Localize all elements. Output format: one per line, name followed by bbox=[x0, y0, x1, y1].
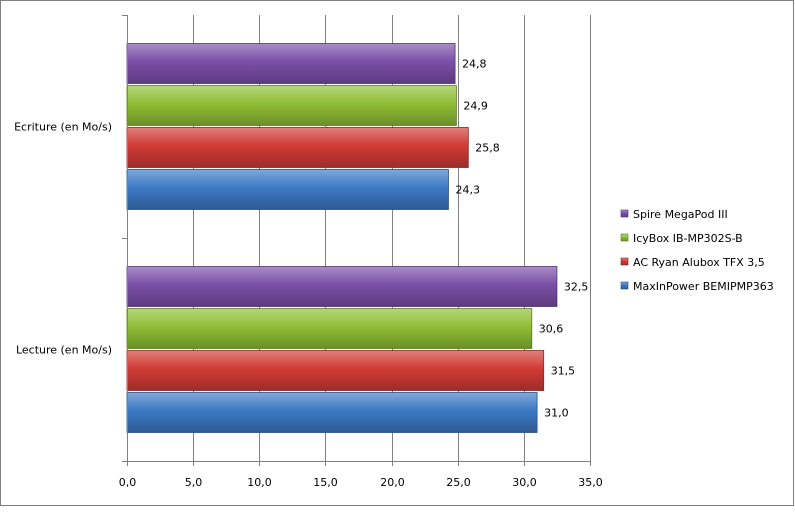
data-labels: 24,8 24,9 25,8 24,3 32,5 30,6 31,5 31,0 bbox=[455, 58, 588, 420]
bar-lecture-0 bbox=[126, 266, 558, 307]
bar-ecriture-3 bbox=[126, 169, 449, 210]
legend-swatch bbox=[620, 233, 629, 242]
bar-lecture-3 bbox=[126, 392, 538, 433]
x-tick-label: 30,0 bbox=[512, 476, 537, 489]
axes: Ecriture (en Mo/s) Lecture (en Mo/s) 0,0 5,… bbox=[14, 15, 603, 489]
bar-ecriture-2 bbox=[126, 127, 469, 168]
bar-ecriture-0 bbox=[126, 43, 456, 84]
data-label: 30,6 bbox=[539, 323, 564, 336]
bar-lecture-1 bbox=[126, 308, 533, 349]
data-label: 32,5 bbox=[564, 281, 589, 294]
bar-ecriture-1 bbox=[126, 85, 457, 126]
data-label: 31,0 bbox=[544, 407, 569, 420]
x-tick-label: 15,0 bbox=[313, 476, 338, 489]
legend-label: MaxInPower BEMIPMP363 bbox=[633, 280, 774, 293]
x-tick-label: 35,0 bbox=[578, 476, 603, 489]
data-label: 25,8 bbox=[475, 142, 500, 155]
bar-lecture-2 bbox=[126, 350, 545, 391]
legend: Spire MegaPod III IcyBox IB-MP302S-B AC Ry… bbox=[620, 208, 774, 293]
x-tick-label: 5,0 bbox=[185, 476, 203, 489]
data-label: 24,3 bbox=[455, 184, 480, 197]
x-tick-label: 10,0 bbox=[247, 476, 272, 489]
legend-label: IcyBox IB-MP302S-B bbox=[633, 232, 743, 245]
legend-swatch bbox=[620, 257, 629, 266]
data-label: 31,5 bbox=[551, 365, 576, 378]
bars bbox=[126, 43, 558, 433]
category-label: Lecture (en Mo/s) bbox=[16, 344, 112, 357]
legend-swatch bbox=[620, 281, 629, 290]
category-label: Ecriture (en Mo/s) bbox=[14, 121, 112, 134]
x-tick-label: 25,0 bbox=[446, 476, 471, 489]
data-label: 24,8 bbox=[462, 58, 487, 71]
legend-label: Spire MegaPod III bbox=[633, 208, 728, 221]
x-tick-label: 20,0 bbox=[380, 476, 405, 489]
x-tick-label: 0,0 bbox=[119, 476, 137, 489]
legend-swatch bbox=[620, 209, 629, 218]
data-label: 24,9 bbox=[463, 100, 488, 113]
legend-label: AC Ryan Alubox TFX 3,5 bbox=[633, 256, 765, 269]
